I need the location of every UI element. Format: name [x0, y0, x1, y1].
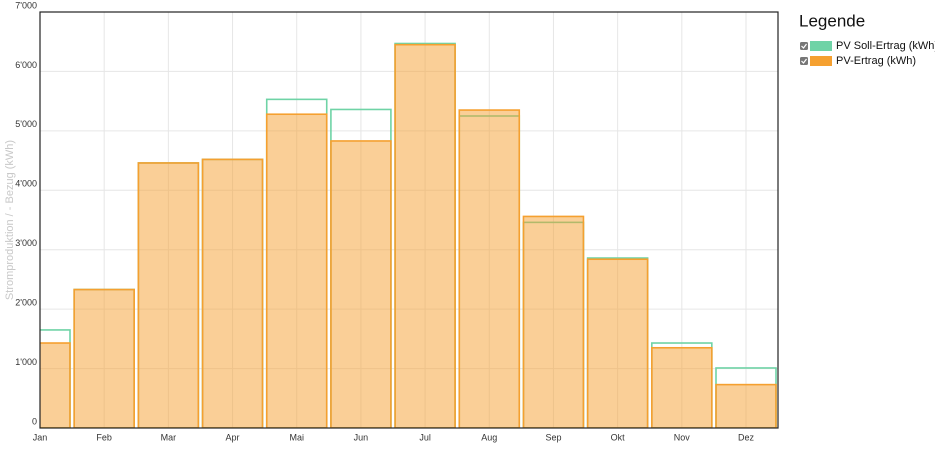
legend-title: Legende — [799, 11, 865, 30]
y-tick-label: 6'000 — [15, 60, 37, 70]
x-tick-label: Jun — [354, 432, 369, 442]
y-tick-label: 5'000 — [15, 119, 37, 129]
x-tick-label: Jan — [33, 432, 48, 442]
bar — [201, 158, 264, 428]
bar — [265, 113, 328, 428]
legend-check — [801, 58, 807, 64]
bar — [137, 162, 200, 428]
y-axis-label: Stromproduktion / - Bezug (kWh) — [4, 140, 16, 300]
bar — [586, 258, 649, 428]
y-tick-label: 3'000 — [15, 238, 37, 248]
x-tick-label: Sep — [545, 432, 561, 442]
bar — [394, 43, 456, 428]
bar — [651, 346, 713, 428]
y-tick-label: 4'000 — [15, 179, 37, 189]
bar — [40, 342, 71, 428]
x-tick-label: Feb — [96, 432, 112, 442]
legend-swatch — [810, 41, 832, 51]
legend-label[interactable]: PV Soll-Ertrag (kWh) — [836, 40, 935, 52]
legend-swatch — [810, 56, 832, 66]
x-tick-label: Mai — [289, 432, 304, 442]
bar — [522, 215, 585, 428]
x-tick-label: Okt — [611, 432, 626, 442]
x-tick-label: Dez — [738, 432, 755, 442]
legend-label[interactable]: PV-Ertrag (kWh) — [836, 55, 916, 67]
y-tick-label: 2'000 — [15, 298, 37, 308]
x-tick-label: Nov — [674, 432, 691, 442]
bar — [715, 383, 777, 428]
legend-checkbox[interactable] — [800, 57, 808, 65]
x-tick-label: Mar — [161, 432, 177, 442]
x-tick-label: Apr — [226, 432, 240, 442]
bar — [73, 288, 135, 428]
x-tick-label: Aug — [481, 432, 497, 442]
legend-checkbox[interactable] — [800, 42, 808, 50]
y-tick-label: 7'000 — [15, 0, 37, 10]
y-tick-label: 1'000 — [15, 357, 37, 367]
x-tick-label: Jul — [419, 432, 431, 442]
y-tick-label: 0 — [32, 416, 37, 426]
legend-check — [801, 43, 807, 49]
bar — [458, 109, 521, 428]
plot-border — [39, 11, 779, 429]
bar — [330, 140, 392, 428]
